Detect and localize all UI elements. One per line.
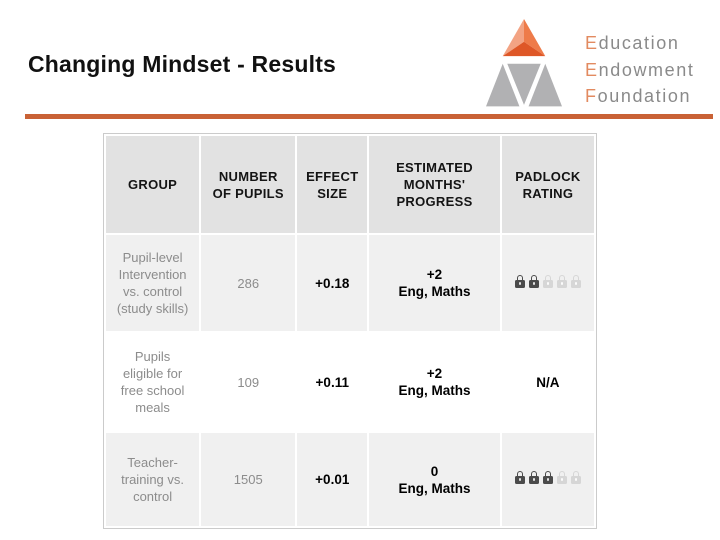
eef-logo-text: Education Endowment Foundation bbox=[585, 30, 694, 110]
padlock-icon bbox=[514, 274, 525, 288]
divider-rule bbox=[25, 114, 713, 119]
effect-size-cell: +0.18 bbox=[297, 235, 368, 331]
padlock-rating-cell: N/A bbox=[501, 333, 594, 431]
column-header-number-of-pupils: NUMBER OF PUPILS bbox=[201, 136, 296, 233]
padlock-icon bbox=[556, 274, 567, 288]
effect-size-cell: +0.01 bbox=[297, 433, 368, 526]
padlock-icon bbox=[556, 471, 567, 484]
months-progress-cell: +2 Eng, Maths bbox=[369, 235, 500, 331]
logo-line: Endowment bbox=[585, 57, 694, 84]
column-header-effect-size: EFFECT SIZE bbox=[297, 136, 368, 233]
table-row: Pupils eligible for free school meals 10… bbox=[106, 333, 594, 431]
padlock-icon bbox=[528, 274, 539, 288]
effect-size-cell: +0.11 bbox=[297, 333, 368, 431]
logo-initial: E bbox=[585, 33, 599, 53]
eef-logo: Education Endowment Foundation bbox=[486, 16, 716, 108]
months-progress-cell: 0 Eng, Maths bbox=[369, 433, 500, 526]
padlock-icon bbox=[542, 274, 553, 288]
months-progress-cell: +2 Eng, Maths bbox=[369, 333, 500, 431]
padlock-icon bbox=[528, 471, 539, 484]
pupils-cell: 1505 bbox=[201, 433, 296, 526]
padlock-icon bbox=[514, 471, 525, 484]
column-header-padlock-rating: PADLOCK RATING bbox=[501, 136, 594, 233]
eef-pyramid-icon bbox=[486, 18, 562, 107]
logo-line: Foundation bbox=[585, 83, 694, 110]
column-header-estimated-months-progress: ESTIMATED MONTHS' PROGRESS bbox=[369, 136, 500, 233]
padlock-rating bbox=[513, 471, 583, 487]
pupils-cell: 109 bbox=[201, 333, 296, 431]
pupils-cell: 286 bbox=[201, 235, 296, 331]
logo-word: ndowment bbox=[598, 59, 695, 80]
padlock-rating-cell bbox=[501, 235, 594, 331]
logo-line: Education bbox=[585, 30, 694, 57]
padlock-icon bbox=[570, 274, 581, 288]
table-row: Pupil-level Intervention vs. control (st… bbox=[106, 235, 594, 331]
padlock-rating-cell bbox=[501, 433, 594, 526]
logo-word: ducation bbox=[598, 33, 680, 53]
logo-initial: F bbox=[585, 86, 598, 106]
group-cell: Pupil-level Intervention vs. control (st… bbox=[106, 235, 200, 331]
column-header-group: GROUP bbox=[106, 136, 200, 233]
logo-initial: E bbox=[585, 59, 599, 80]
group-cell: Pupils eligible for free school meals bbox=[106, 333, 200, 431]
logo-word: oundation bbox=[597, 86, 692, 106]
table-header-row: GROUP NUMBER OF PUPILS EFFECT SIZE ESTIMAT… bbox=[106, 136, 594, 233]
page-title: Changing Mindset - Results bbox=[28, 51, 337, 77]
padlock-icon bbox=[542, 471, 553, 484]
results-table: GROUP NUMBER OF PUPILS EFFECT SIZE ESTIMAT… bbox=[103, 133, 597, 529]
padlock-icon bbox=[570, 471, 581, 484]
group-cell: Teacher- training vs. control bbox=[106, 433, 200, 526]
table-row: Teacher- training vs. control 1505 +0.01… bbox=[106, 433, 594, 526]
padlock-rating bbox=[513, 274, 583, 291]
